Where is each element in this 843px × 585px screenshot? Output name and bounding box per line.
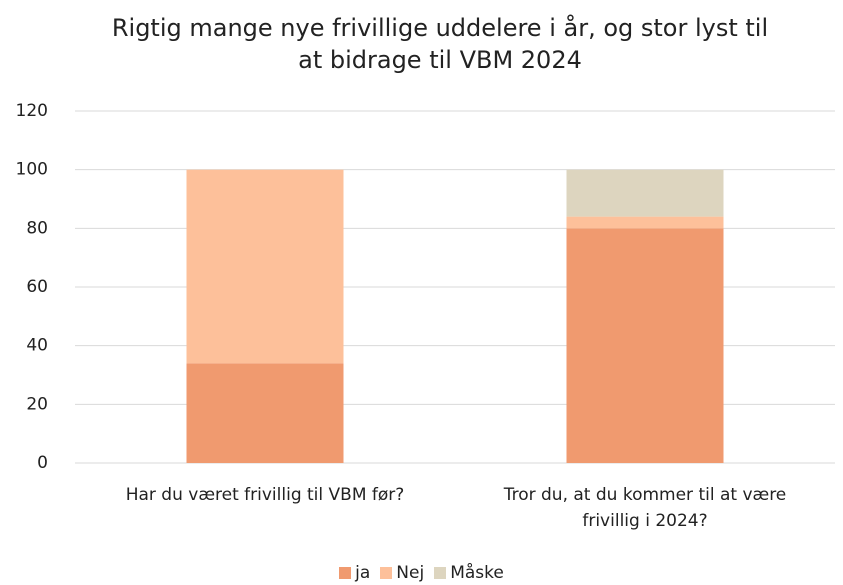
y-tick-label: 100	[16, 160, 48, 180]
y-tick-label: 40	[26, 336, 48, 356]
bar-segment	[566, 228, 724, 463]
legend-label: ja	[355, 563, 371, 583]
y-tick-label: 0	[37, 453, 48, 473]
y-tick-label: 60	[26, 277, 48, 297]
legend-item: ja	[339, 563, 370, 583]
legend-swatch	[339, 567, 352, 579]
y-tick-label: 120	[16, 101, 48, 121]
y-tick-label: 80	[26, 218, 48, 238]
bar-segment	[566, 169, 724, 217]
legend: ja Nej Måske	[0, 563, 843, 583]
bar-segment	[566, 216, 724, 229]
bar-segment	[186, 363, 344, 463]
legend-swatch	[434, 567, 447, 579]
chart-title: Rigtig mange nye frivillige uddelere i å…	[111, 14, 769, 74]
legend-item: Måske	[434, 563, 504, 583]
x-tick-label: Tror du, at du kommer til at være frivil…	[503, 485, 787, 531]
legend-label: Nej	[396, 563, 425, 583]
legend-swatch	[380, 567, 393, 579]
bar-segment	[186, 169, 344, 364]
legend-label: Måske	[450, 563, 504, 583]
y-tick-label: 20	[26, 394, 48, 414]
legend-item: Nej	[380, 563, 424, 583]
x-tick-label: Har du været frivillig til VBM før?	[125, 485, 405, 505]
